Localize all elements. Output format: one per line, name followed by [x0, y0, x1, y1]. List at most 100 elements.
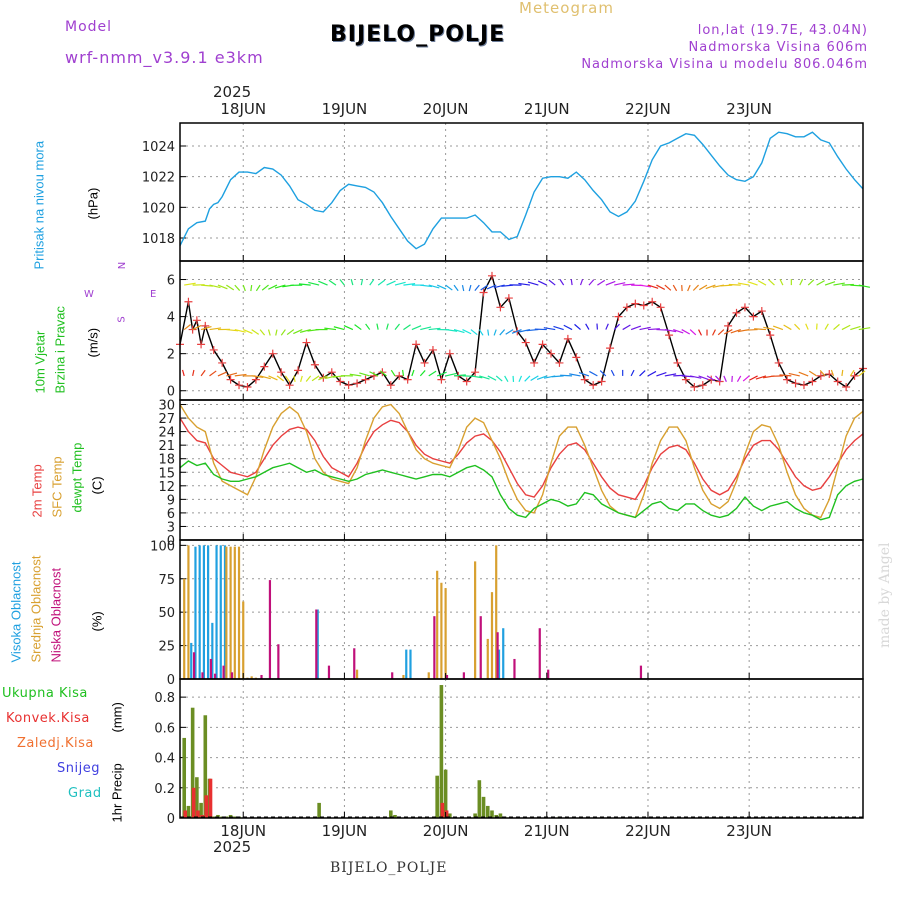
wind-point-marker	[774, 358, 783, 367]
wind-arrow	[518, 282, 531, 286]
wind-arrow	[841, 369, 844, 376]
wind-point-marker	[310, 360, 319, 369]
bar-precip-0	[186, 805, 191, 818]
bar-precip-1	[440, 802, 445, 818]
wind-point-marker	[572, 353, 581, 362]
bar-clouds-1	[427, 672, 430, 679]
wind-arrow	[569, 373, 581, 377]
ytick-label-temperature: 15	[158, 466, 175, 481]
bar-clouds-0	[497, 649, 501, 679]
wind-arrow	[184, 282, 196, 286]
wind-arrow	[343, 325, 354, 331]
wind-arrow	[274, 284, 286, 289]
bar-precip-0	[448, 813, 452, 818]
wind-arrow	[365, 323, 371, 330]
wind-arrow	[689, 329, 697, 336]
wind-point-marker	[766, 331, 775, 340]
wind-point-marker	[530, 358, 539, 367]
wind-arrow	[779, 279, 784, 286]
wind-point-marker	[791, 379, 800, 388]
bar-precip-0	[490, 810, 494, 818]
bar-clouds-1	[233, 546, 236, 679]
wind-arrow	[276, 375, 285, 382]
wind-unit: (m/s)	[85, 327, 101, 358]
wind-arrow	[226, 284, 235, 291]
wind-point-marker	[302, 338, 311, 347]
wind-arrow	[824, 281, 836, 286]
temp-sfc-label: SFC Temp	[49, 456, 65, 518]
wind-arrow	[436, 371, 447, 377]
cloud-low-label: Niska Oblacnost	[48, 567, 64, 663]
bar-clouds-1	[495, 545, 498, 679]
bar-clouds-2	[639, 665, 643, 679]
wind-arrow	[794, 323, 801, 330]
wind-arrow	[354, 324, 362, 331]
wind-arrow	[251, 375, 264, 378]
wind-arrow	[553, 325, 564, 331]
wind-arrow	[720, 284, 733, 287]
wind-arrow	[468, 284, 472, 292]
wind-arrow	[805, 323, 809, 330]
wind-arrow	[560, 374, 573, 377]
wind-point-marker	[614, 312, 623, 321]
wind-arrow	[622, 283, 635, 286]
wind-arrow	[715, 375, 722, 382]
bar-precip-1	[191, 787, 196, 818]
wind-arrow	[403, 324, 411, 331]
wind-arrow	[757, 280, 767, 286]
wind-arrow	[493, 329, 497, 336]
cloud-unit: (%)	[89, 611, 105, 632]
wind-arrow	[318, 375, 328, 381]
wind-arrow	[242, 284, 246, 292]
wind-arrow	[499, 329, 506, 336]
bar-precip-1	[183, 810, 188, 818]
bar-precip-0	[199, 802, 203, 818]
year-label-bottom: 2025	[213, 838, 252, 856]
wind-arrow	[505, 329, 514, 335]
wind-point-marker	[547, 349, 556, 358]
bar-clouds-2	[462, 672, 465, 679]
wind-arrow	[192, 324, 202, 331]
compass-w: W	[84, 289, 94, 300]
bar-clouds-0	[405, 649, 408, 679]
wind-arrow	[478, 329, 484, 336]
elevation-text: Nadmorska Visina 606m	[688, 40, 868, 55]
bar-clouds-2	[222, 665, 225, 679]
bar-clouds-2	[353, 648, 356, 679]
year-label-top: 2025	[213, 83, 252, 101]
series-line-wind-0	[179, 273, 864, 388]
ytick-label-precip: 0	[167, 812, 175, 827]
wind-arrow	[579, 278, 584, 286]
bar-clouds-1	[440, 582, 443, 679]
ytick-label-temperature: 30	[158, 399, 175, 414]
wind-point-marker	[665, 331, 674, 340]
wind-arrow	[518, 375, 523, 383]
bar-clouds-1	[237, 546, 241, 679]
wind-point-marker	[386, 381, 395, 390]
model-label: Model	[65, 19, 113, 35]
compass-n: N	[117, 261, 129, 270]
wind-arrow	[755, 375, 767, 380]
wind-point-marker	[555, 358, 564, 367]
wind-arrow	[548, 279, 556, 286]
wind-arrow	[698, 375, 709, 380]
ytick-label-pressure: 1024	[142, 140, 175, 155]
wind-point-marker	[277, 368, 286, 377]
page-title: BIJELO_POLJE	[330, 22, 506, 47]
wind-point-marker	[538, 340, 547, 349]
wind-arrow	[698, 284, 708, 291]
wind-point-marker	[724, 321, 733, 330]
wind-arrow	[537, 280, 548, 286]
wind-arrow	[543, 327, 556, 331]
wind-arrow	[259, 375, 271, 380]
wind-arrow	[411, 325, 422, 331]
wind-label: 10m Vjetar	[32, 330, 48, 394]
bar-clouds-1	[225, 546, 228, 679]
wind-arrow	[234, 284, 241, 291]
wind-arrow	[243, 329, 253, 334]
chart-subtitle: Meteogram	[519, 0, 614, 17]
wind-arrow	[858, 327, 871, 331]
wind-arrow	[672, 284, 678, 292]
series-line-temperature-2	[179, 460, 864, 521]
bar-clouds-2	[327, 665, 331, 679]
